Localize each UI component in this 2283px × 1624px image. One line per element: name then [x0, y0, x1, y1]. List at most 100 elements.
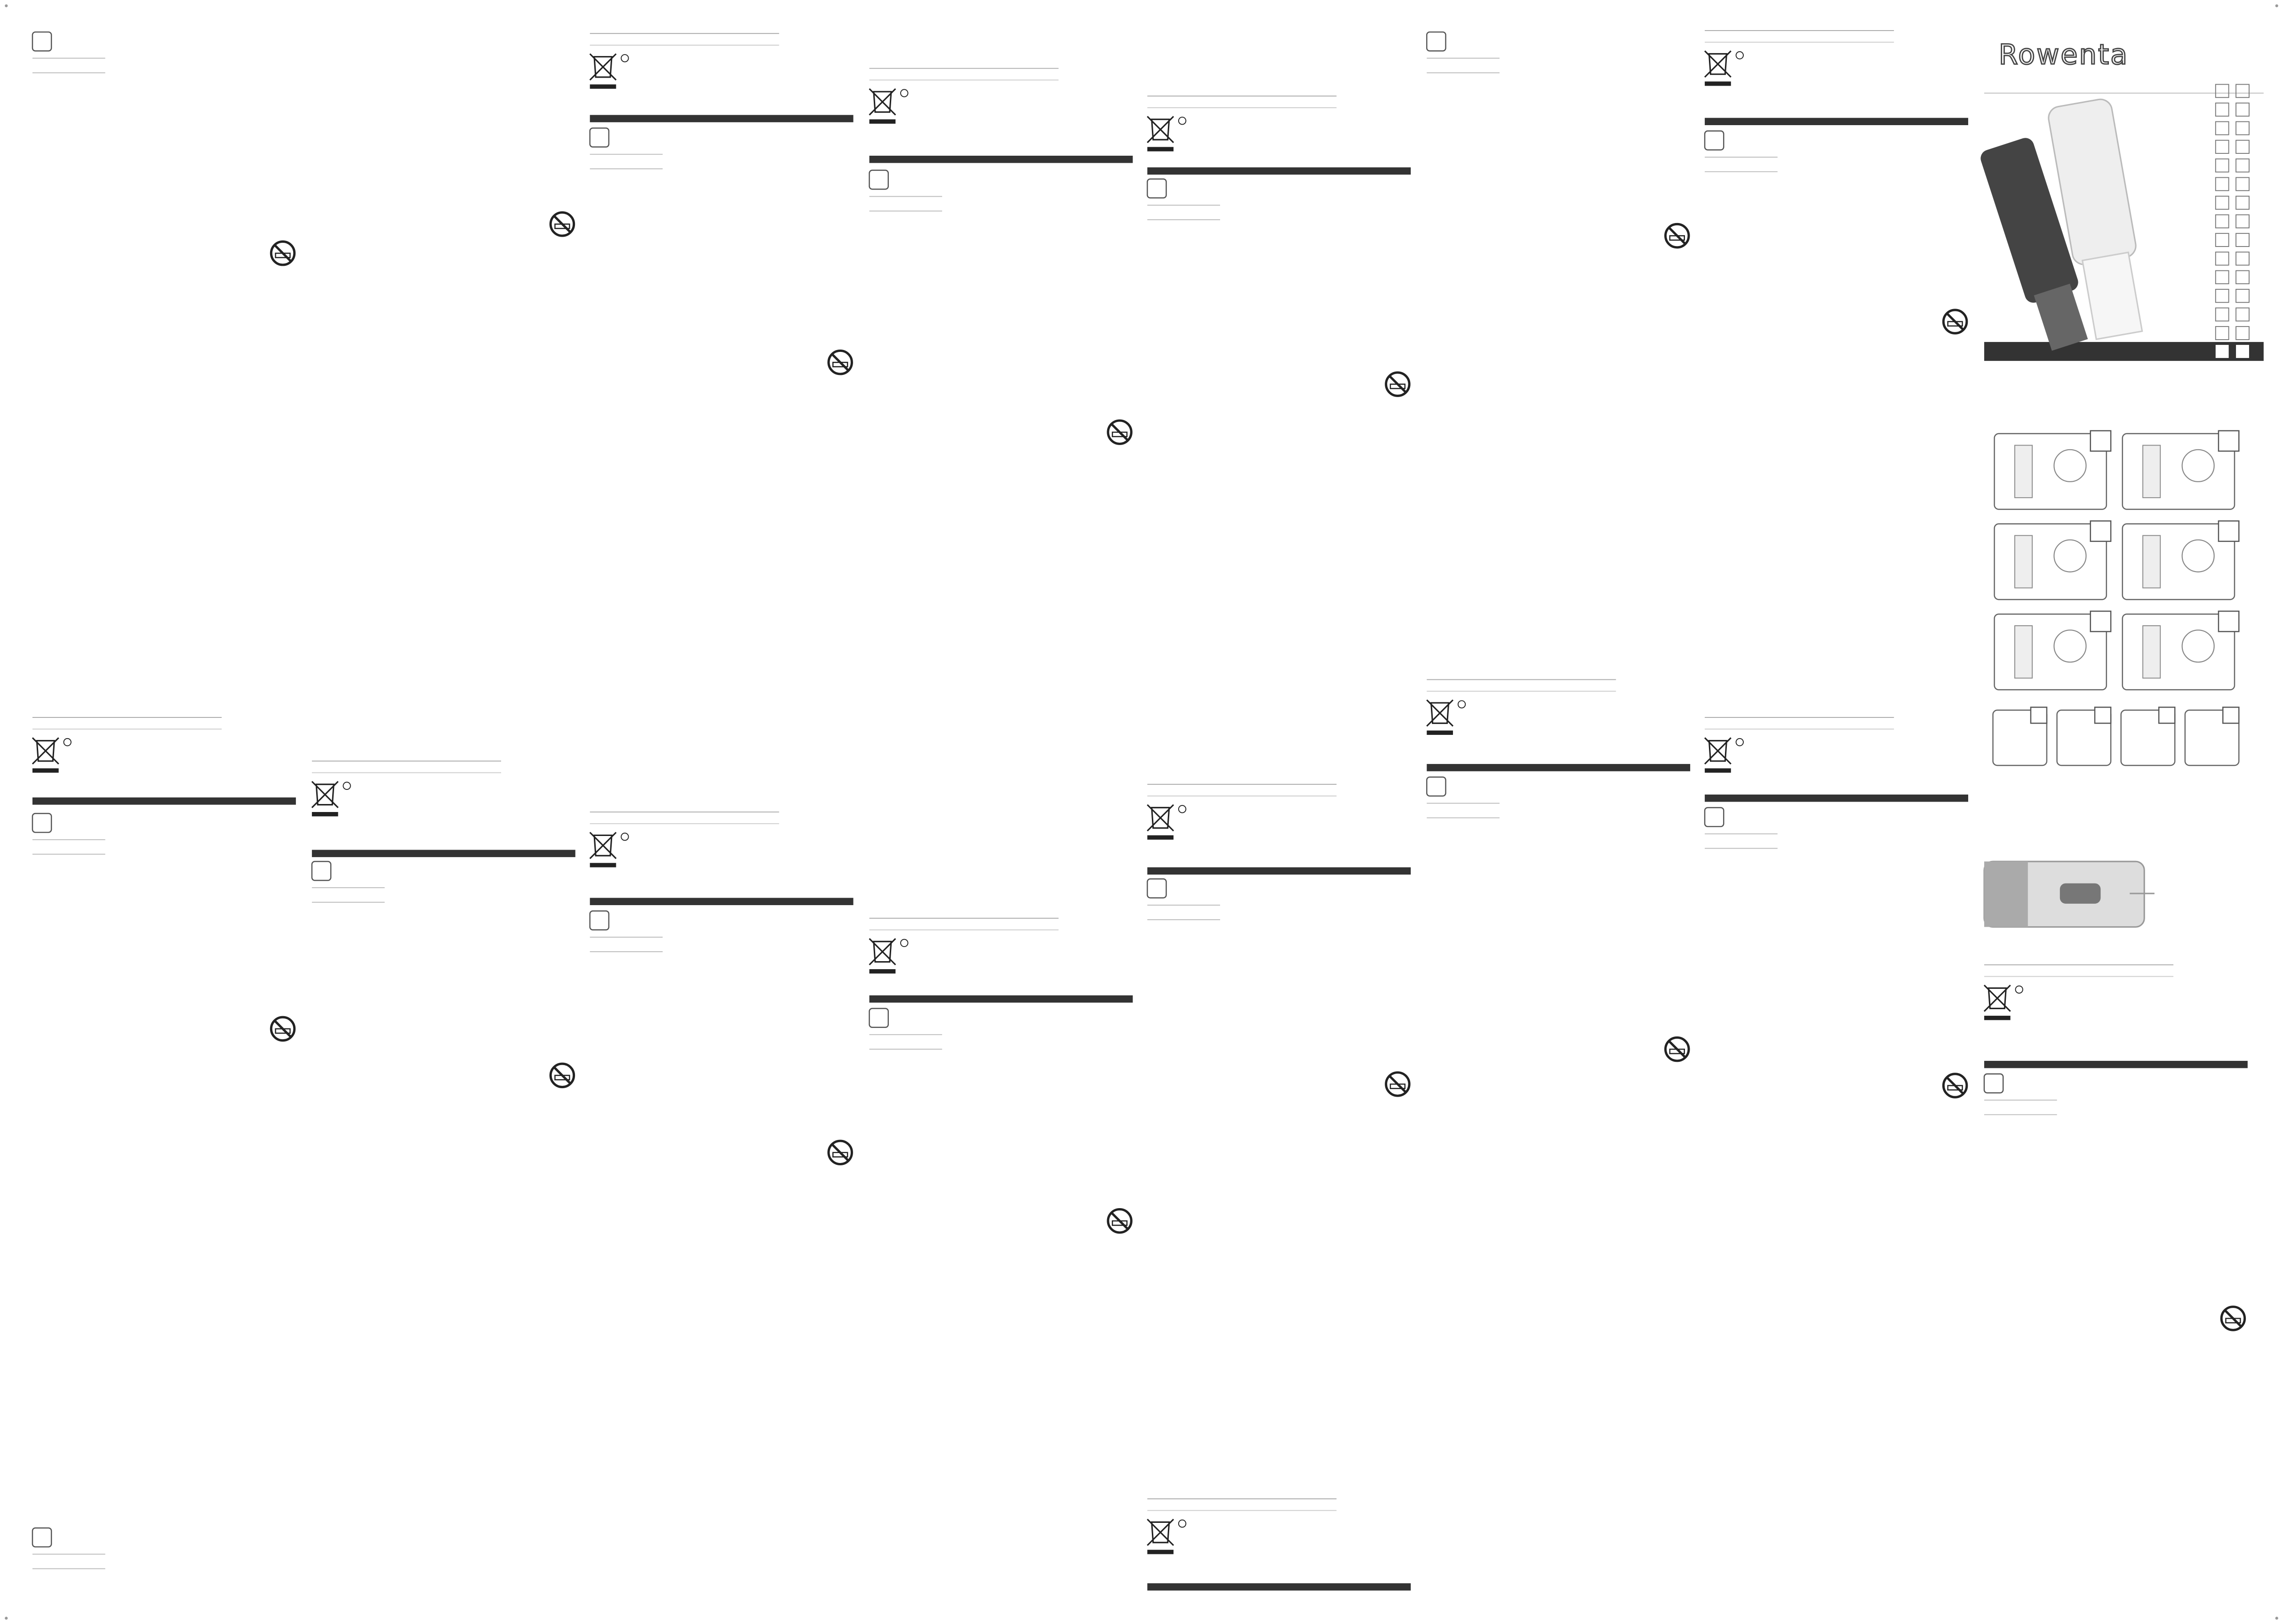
accessory-frame: [2056, 709, 2112, 766]
illustration-frame: [2122, 523, 2235, 600]
language-box: [1147, 178, 1167, 199]
info-icon: [1457, 700, 1466, 709]
info-icon: [1178, 1519, 1187, 1528]
language-square: [2215, 288, 2229, 303]
language-box: [589, 127, 610, 148]
info-icon: [1735, 51, 1744, 60]
info-icon: [63, 738, 72, 747]
info-icon: [621, 832, 629, 841]
accessory-frame: [2120, 709, 2176, 766]
info-icon: [900, 89, 909, 97]
warning-tub: [1389, 1083, 1406, 1089]
warning-tub: [1669, 235, 1685, 241]
language-box: [32, 1527, 52, 1548]
bin-bar: [311, 812, 338, 817]
accessory-frame: [2184, 709, 2240, 766]
star-badge: [2218, 430, 2240, 452]
bin-bar: [869, 119, 896, 124]
warning-icon: [1664, 1036, 1690, 1062]
warning-tub: [832, 1152, 848, 1158]
language-box: [869, 1008, 889, 1028]
warning-tub: [1111, 1220, 1128, 1226]
head-sketch: [2181, 539, 2215, 573]
cover-panel: Rowenta: [1980, 38, 2264, 928]
star-badge: [2218, 520, 2240, 542]
warning-tub: [1389, 383, 1406, 390]
language-square: [2215, 251, 2229, 266]
section-bar: [1147, 1583, 1411, 1591]
warning-slash: [552, 215, 572, 234]
bin-icon: [1147, 116, 1174, 143]
language-square: [2215, 270, 2229, 285]
language-square: [2215, 103, 2229, 117]
star-badge: [2030, 707, 2048, 724]
language-box: [311, 860, 332, 881]
warning-tub: [1111, 431, 1128, 438]
language-square: [2235, 196, 2250, 210]
language-square: [2215, 233, 2229, 247]
bin-icon: [1147, 1519, 1174, 1546]
bin-bar: [1984, 1016, 2011, 1020]
bin-icon: [1147, 804, 1174, 832]
language-box: [1704, 807, 1724, 828]
layout-marks: [5, 4, 2278, 1620]
language-square: [2235, 177, 2250, 191]
handle-photo: [1983, 860, 2155, 928]
warning-icon: [270, 240, 296, 266]
illustrations: [1992, 84, 2250, 766]
tool-sketch: [2014, 535, 2033, 589]
section-bar: [869, 155, 1133, 163]
warning-icon: [1385, 371, 1411, 397]
brand-logo: Rowenta: [1999, 38, 2129, 71]
language-square: [2215, 84, 2229, 98]
tool-sketch: [2014, 625, 2033, 679]
section-bar: [311, 850, 575, 857]
warning-tub: [1669, 1048, 1685, 1054]
warning-icon: [2220, 1306, 2246, 1331]
head-sketch: [2053, 449, 2087, 482]
warning-icon: [270, 1016, 296, 1042]
bin-bar: [1705, 81, 1731, 86]
warning-tub: [554, 223, 570, 229]
language-square: [2215, 177, 2229, 191]
warning-tub: [275, 1028, 291, 1034]
warning-slash: [552, 1066, 572, 1085]
head-sketch: [2053, 539, 2087, 573]
warning-icon: [549, 1062, 575, 1089]
language-box: [869, 169, 889, 190]
accessory-frame: [1992, 709, 2048, 766]
head-sketch: [2181, 629, 2215, 663]
warning-tub: [1947, 321, 1963, 327]
star-badge: [2090, 430, 2112, 452]
bin-bar: [1427, 730, 1453, 735]
section-bar: [1147, 867, 1411, 875]
language-square: [2235, 103, 2250, 117]
warning-slash: [1945, 312, 1965, 331]
info-icon: [1178, 117, 1187, 125]
language-box: [32, 812, 52, 833]
warning-slash: [1945, 1076, 1965, 1095]
warning-icon: [1107, 419, 1133, 445]
warning-slash: [1110, 422, 1129, 442]
bin-bar: [590, 863, 616, 868]
crop-mark: [5, 4, 8, 8]
bin-icon: [1983, 984, 2011, 1012]
bin-bar: [1705, 768, 1731, 773]
warning-tub: [275, 252, 291, 258]
warning-icon: [1664, 223, 1690, 249]
language-square: [2215, 121, 2229, 135]
bin-bar: [1147, 1550, 1174, 1554]
warning-slash: [1388, 1075, 1407, 1094]
language-square: [2235, 214, 2250, 229]
info-icon: [2015, 985, 2023, 994]
bin-icon: [1704, 737, 1732, 765]
info-icon: [1178, 805, 1187, 813]
language-square: [2235, 307, 2250, 322]
illustration-frame: [1994, 613, 2107, 691]
info-icon: [900, 939, 909, 947]
warning-slash: [1667, 226, 1687, 246]
bin-icon: [589, 832, 617, 860]
language-box: [1704, 130, 1724, 151]
tool-sketch: [2142, 445, 2161, 498]
